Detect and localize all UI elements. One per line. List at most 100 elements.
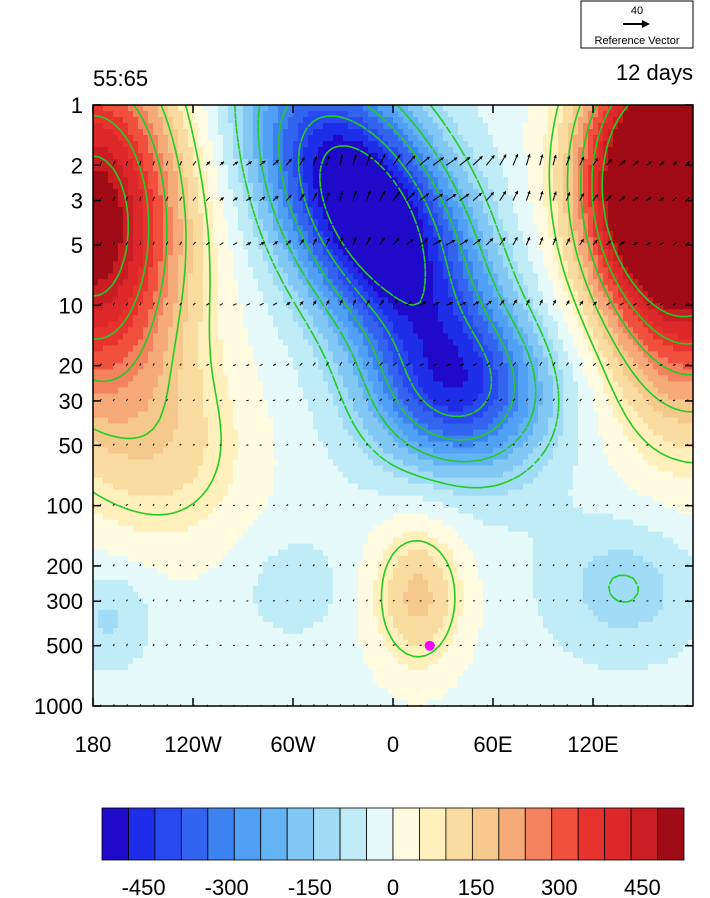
field-cell (508, 267, 514, 274)
field-cell (548, 273, 554, 280)
field-cell (448, 141, 454, 148)
field-cell (483, 315, 489, 322)
field-cell (663, 237, 669, 244)
field-cell (388, 207, 394, 214)
field-cell (633, 273, 639, 280)
field-cell (378, 129, 384, 136)
field-cell (243, 273, 249, 280)
field-cell (238, 129, 244, 136)
field-cell (563, 249, 569, 256)
field-cell (678, 249, 684, 256)
field-cell (333, 297, 339, 304)
field-cell (333, 213, 339, 220)
field-cell (553, 255, 559, 262)
field-cell (618, 219, 624, 226)
field-cell (98, 165, 104, 172)
field-cell (633, 231, 639, 238)
field-cell (603, 333, 609, 340)
field-cell (253, 243, 259, 250)
field-cell (598, 291, 604, 298)
field-cell (583, 255, 589, 262)
field-cell (458, 117, 464, 124)
field-cell (183, 201, 189, 208)
field-cell (373, 243, 379, 250)
field-cell (503, 213, 509, 220)
field-cell (558, 327, 564, 334)
field-cell (263, 129, 269, 136)
field-cell (93, 165, 99, 172)
field-cell (128, 159, 134, 166)
field-cell (158, 153, 164, 160)
field-cell (183, 327, 189, 334)
field-cell (158, 279, 164, 286)
field-cell (143, 213, 149, 220)
field-cell (378, 321, 384, 328)
field-cell (163, 309, 169, 316)
field-cell (298, 105, 304, 112)
field-cell (528, 255, 534, 262)
field-cell (93, 129, 99, 136)
field-cell (483, 267, 489, 274)
field-cell (363, 225, 369, 232)
field-cell (123, 231, 129, 238)
field-cell (168, 147, 174, 154)
field-cell (323, 153, 329, 160)
field-cell (293, 123, 299, 130)
field-cell (123, 261, 129, 268)
field-cell (303, 339, 309, 346)
field-cell (583, 111, 589, 118)
field-cell (373, 333, 379, 340)
field-cell (278, 249, 284, 256)
field-cell (688, 105, 693, 112)
field-cell (478, 285, 484, 292)
field-cell (328, 333, 334, 340)
field-cell (643, 123, 649, 130)
field-cell (188, 231, 194, 238)
field-cell (333, 201, 339, 208)
field-cell (123, 351, 129, 359)
field-cell (563, 255, 569, 262)
field-cell (93, 243, 99, 250)
field-cell (198, 141, 204, 148)
field-cell (478, 339, 484, 346)
field-cell (633, 177, 639, 184)
field-cell (208, 129, 214, 136)
field-cell (503, 225, 509, 232)
field-cell (628, 237, 634, 244)
field-cell (268, 231, 274, 238)
field-cell (413, 117, 419, 124)
field-cell (123, 333, 129, 340)
field-cell (378, 345, 384, 353)
field-cell (653, 213, 659, 220)
field-cell (158, 315, 164, 322)
field-cell (358, 141, 364, 148)
field-cell (348, 225, 354, 232)
field-cell (513, 159, 519, 166)
field-cell (443, 189, 449, 196)
field-cell (218, 117, 224, 124)
field-cell (368, 189, 374, 196)
field-cell (518, 249, 524, 256)
field-cell (578, 123, 584, 130)
field-cell (303, 147, 309, 154)
field-cell (463, 333, 469, 340)
field-cell (398, 141, 404, 148)
field-cell (468, 255, 474, 262)
field-cell (373, 177, 379, 184)
field-cell (328, 171, 334, 178)
field-cell (248, 255, 254, 262)
field-cell (523, 267, 529, 274)
field-cell (248, 309, 254, 316)
field-cell (498, 267, 504, 274)
field-cell (668, 225, 674, 232)
field-cell (668, 141, 674, 148)
field-cell (208, 219, 214, 226)
field-cell (608, 147, 614, 154)
field-cell (333, 249, 339, 256)
field-cell (628, 327, 634, 334)
field-cell (548, 267, 554, 274)
field-cell (633, 237, 639, 244)
field-cell (298, 135, 304, 142)
field-cell (528, 339, 534, 346)
field-cell (528, 345, 534, 353)
